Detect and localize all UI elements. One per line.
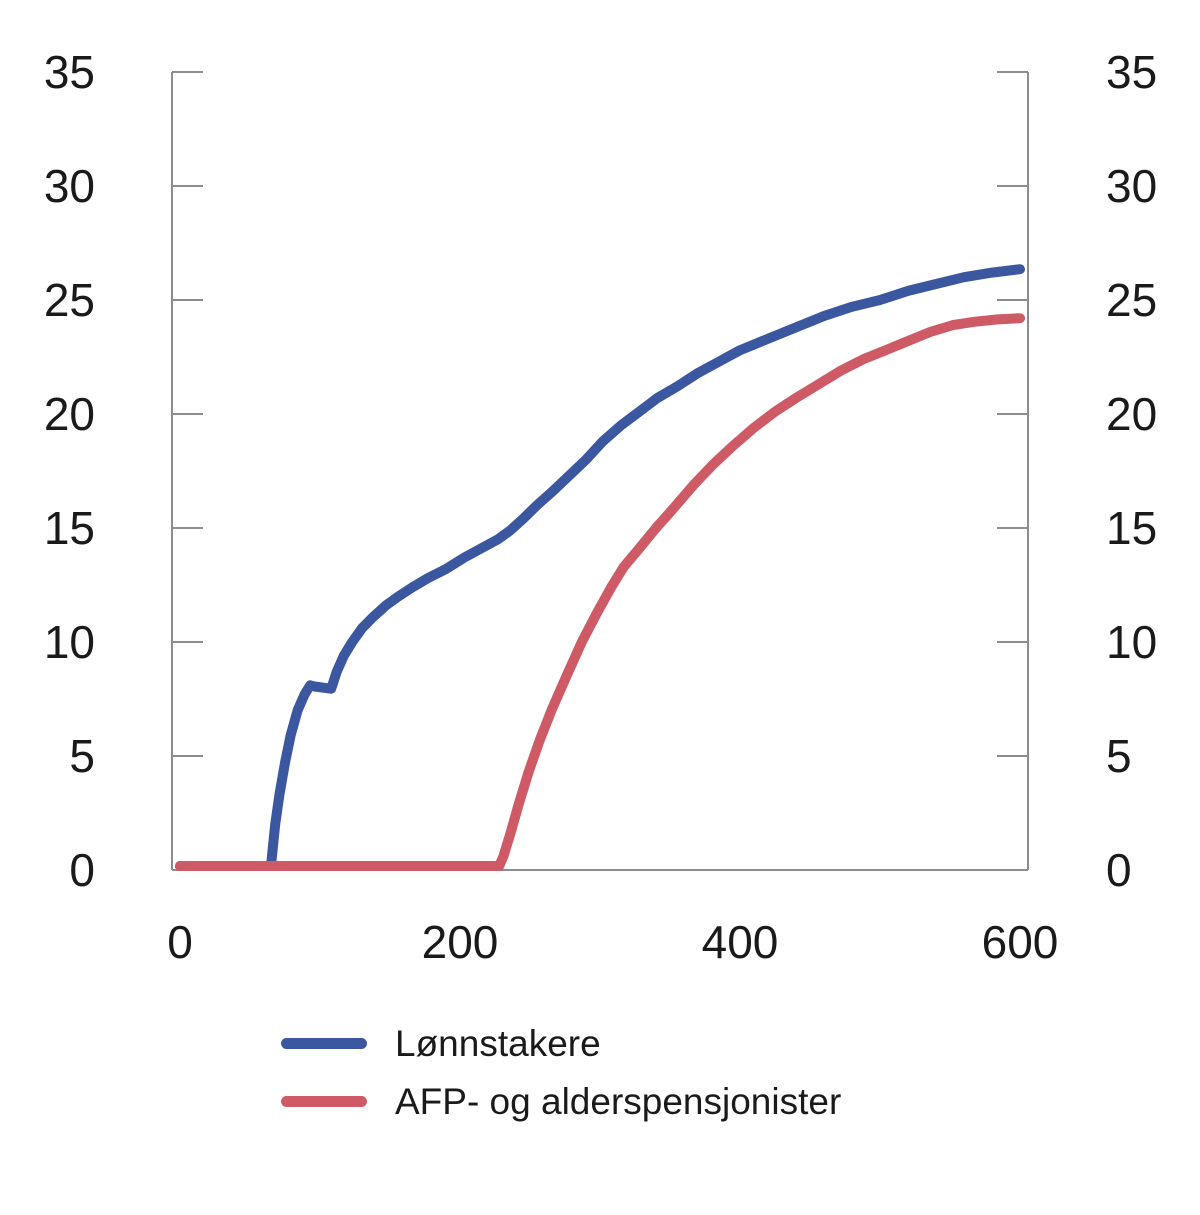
y-axis-tick-label-left: 0: [69, 844, 95, 896]
legend-swatch-lonnstakere: [281, 1037, 367, 1049]
y-axis-tick-label-left: 35: [44, 46, 95, 98]
x-axis-tick-label: 0: [167, 916, 193, 968]
y-axis-tick-label-right: 35: [1106, 46, 1157, 98]
y-axis-tick-label-right: 15: [1106, 502, 1157, 554]
legend-item: AFP- og alderspensjonister: [281, 1078, 841, 1124]
legend-item: Lønnstakere: [281, 1020, 841, 1066]
y-axis-tick-label-right: 5: [1106, 730, 1132, 782]
y-axis-tick-label-left: 30: [44, 160, 95, 212]
x-axis-tick-label: 400: [702, 916, 779, 968]
y-axis-tick-label-right: 30: [1106, 160, 1157, 212]
y-axis-tick-label-right: 10: [1106, 616, 1157, 668]
y-axis-tick-label-left: 20: [44, 388, 95, 440]
y-axis-tick-label-left: 10: [44, 616, 95, 668]
y-axis-tick-label-left: 5: [69, 730, 95, 782]
series-line-0: [175, 264, 1025, 871]
series-line-1: [175, 313, 1025, 871]
legend-label: AFP- og alderspensjonister: [395, 1080, 842, 1122]
y-axis-tick-label-right: 20: [1106, 388, 1157, 440]
y-axis-tick-label-left: 15: [44, 502, 95, 554]
legend-swatch-afp-alderspensjonister: [281, 1095, 367, 1107]
y-axis-tick-label-right: 0: [1106, 844, 1132, 896]
y-axis-tick-label-right: 25: [1106, 274, 1157, 326]
legend-label: Lønnstakere: [395, 1022, 601, 1064]
x-axis-tick-label: 200: [422, 916, 499, 968]
y-axis-tick-label-left: 25: [44, 274, 95, 326]
chart-legend: Lønnstakere AFP- og alderspensjonister: [281, 1020, 841, 1124]
x-axis-tick-label: 600: [982, 916, 1059, 968]
